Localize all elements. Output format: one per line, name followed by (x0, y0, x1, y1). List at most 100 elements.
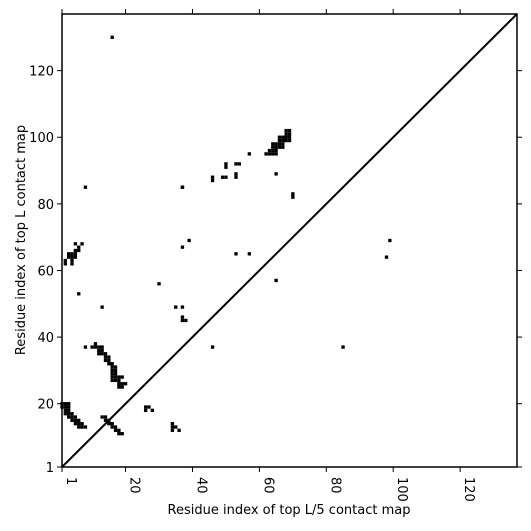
contact-cell (97, 348, 101, 353)
contact-cell (274, 148, 278, 153)
contact-cell (107, 422, 111, 426)
contact-cell (287, 138, 292, 143)
x-tick-label: 1 (63, 477, 78, 485)
contact-cell (77, 248, 81, 253)
contact-cell (291, 195, 295, 199)
contact-cell (110, 378, 114, 383)
contact-cell (277, 138, 282, 143)
y-tick-label: 40 (37, 331, 54, 346)
contact-cell (70, 412, 74, 416)
contact-cell (93, 345, 98, 349)
contact-cell (117, 382, 121, 386)
contact-cell (170, 422, 175, 426)
contact-cell (271, 148, 275, 153)
y-tick-label: 120 (29, 65, 54, 80)
contact-cell (110, 362, 114, 366)
contact-cell (287, 135, 292, 139)
contact-cell (113, 425, 118, 429)
contact-cell (107, 358, 111, 363)
contact-cell (97, 352, 101, 356)
contact-cell (113, 365, 118, 369)
contact-cell (150, 408, 155, 413)
contact-cell (67, 412, 71, 416)
contact-cell (80, 242, 84, 246)
contact-cell (67, 252, 71, 256)
x-tick-label: 100 (394, 477, 409, 502)
contact-cell (284, 128, 288, 133)
contact-cell (281, 135, 285, 139)
contact-cell (180, 305, 185, 309)
contact-cell (100, 415, 104, 419)
contact-cell (271, 152, 275, 156)
contact-cell (234, 175, 238, 179)
contact-cell (117, 375, 121, 379)
contact-cell (73, 422, 78, 426)
contact-cell (110, 35, 114, 39)
contact-cell (67, 415, 71, 419)
contact-cell (117, 428, 121, 433)
contact-cell (180, 245, 185, 249)
contact-cell (287, 128, 292, 133)
contact-cell (67, 402, 71, 406)
contact-cell (180, 185, 185, 189)
contact-cell (284, 132, 288, 136)
x-tick-label: 40 (193, 477, 208, 494)
contact-cell (63, 262, 68, 266)
contact-cell (67, 255, 71, 259)
contact-cell (103, 358, 108, 363)
contact-cell (103, 415, 108, 419)
contact-cell (117, 432, 121, 436)
contact-cell (97, 345, 101, 349)
x-tick-label: 20 (127, 477, 142, 494)
contact-cell (70, 418, 74, 423)
contact-cell (73, 415, 78, 419)
contact-cell (100, 345, 104, 349)
y-tick-label: 1 (46, 461, 54, 476)
contact-cell (107, 362, 111, 366)
x-tick-label: 120 (461, 477, 476, 502)
contact-cell (120, 432, 124, 436)
contact-cell (180, 315, 185, 319)
contact-cell (103, 355, 108, 359)
contact-cell (70, 262, 74, 266)
contact-cell (187, 238, 191, 243)
contact-cell (110, 368, 114, 373)
contact-cell (77, 422, 81, 426)
contact-cell (210, 175, 215, 179)
contact-cell (107, 355, 111, 359)
contact-cell (80, 422, 84, 426)
contact-cell (110, 372, 114, 376)
contact-cell (103, 418, 108, 423)
contact-cell (80, 425, 84, 429)
contact-cell (83, 425, 88, 429)
contact-cell (247, 252, 252, 256)
contact-cell (93, 342, 98, 346)
contact-cell (113, 372, 118, 376)
contact-cell (234, 172, 238, 176)
contact-cells (60, 35, 392, 436)
contact-cell (384, 255, 389, 259)
plot-frame (61, 13, 518, 468)
contact-cell (267, 152, 272, 156)
contact-cell (100, 352, 104, 356)
contact-cell (120, 385, 124, 389)
contact-cell (73, 242, 78, 246)
contact-cell (70, 258, 74, 263)
contact-cell (110, 422, 114, 426)
contact-cell (90, 345, 94, 349)
contact-cell (274, 152, 278, 156)
contact-cell (224, 165, 228, 169)
contact-cell (123, 382, 128, 386)
contact-cell (237, 162, 241, 166)
contact-cell (117, 385, 121, 389)
contact-cell (281, 142, 285, 146)
contact-cell (77, 245, 81, 249)
contact-cell (284, 138, 288, 143)
contact-cell (73, 255, 78, 259)
contact-cell (77, 292, 81, 296)
y-axis-title: Residue index of top L contact map (14, 125, 29, 355)
contact-cell (224, 175, 228, 179)
contact-cell (177, 428, 181, 433)
contact-cell (267, 148, 272, 153)
